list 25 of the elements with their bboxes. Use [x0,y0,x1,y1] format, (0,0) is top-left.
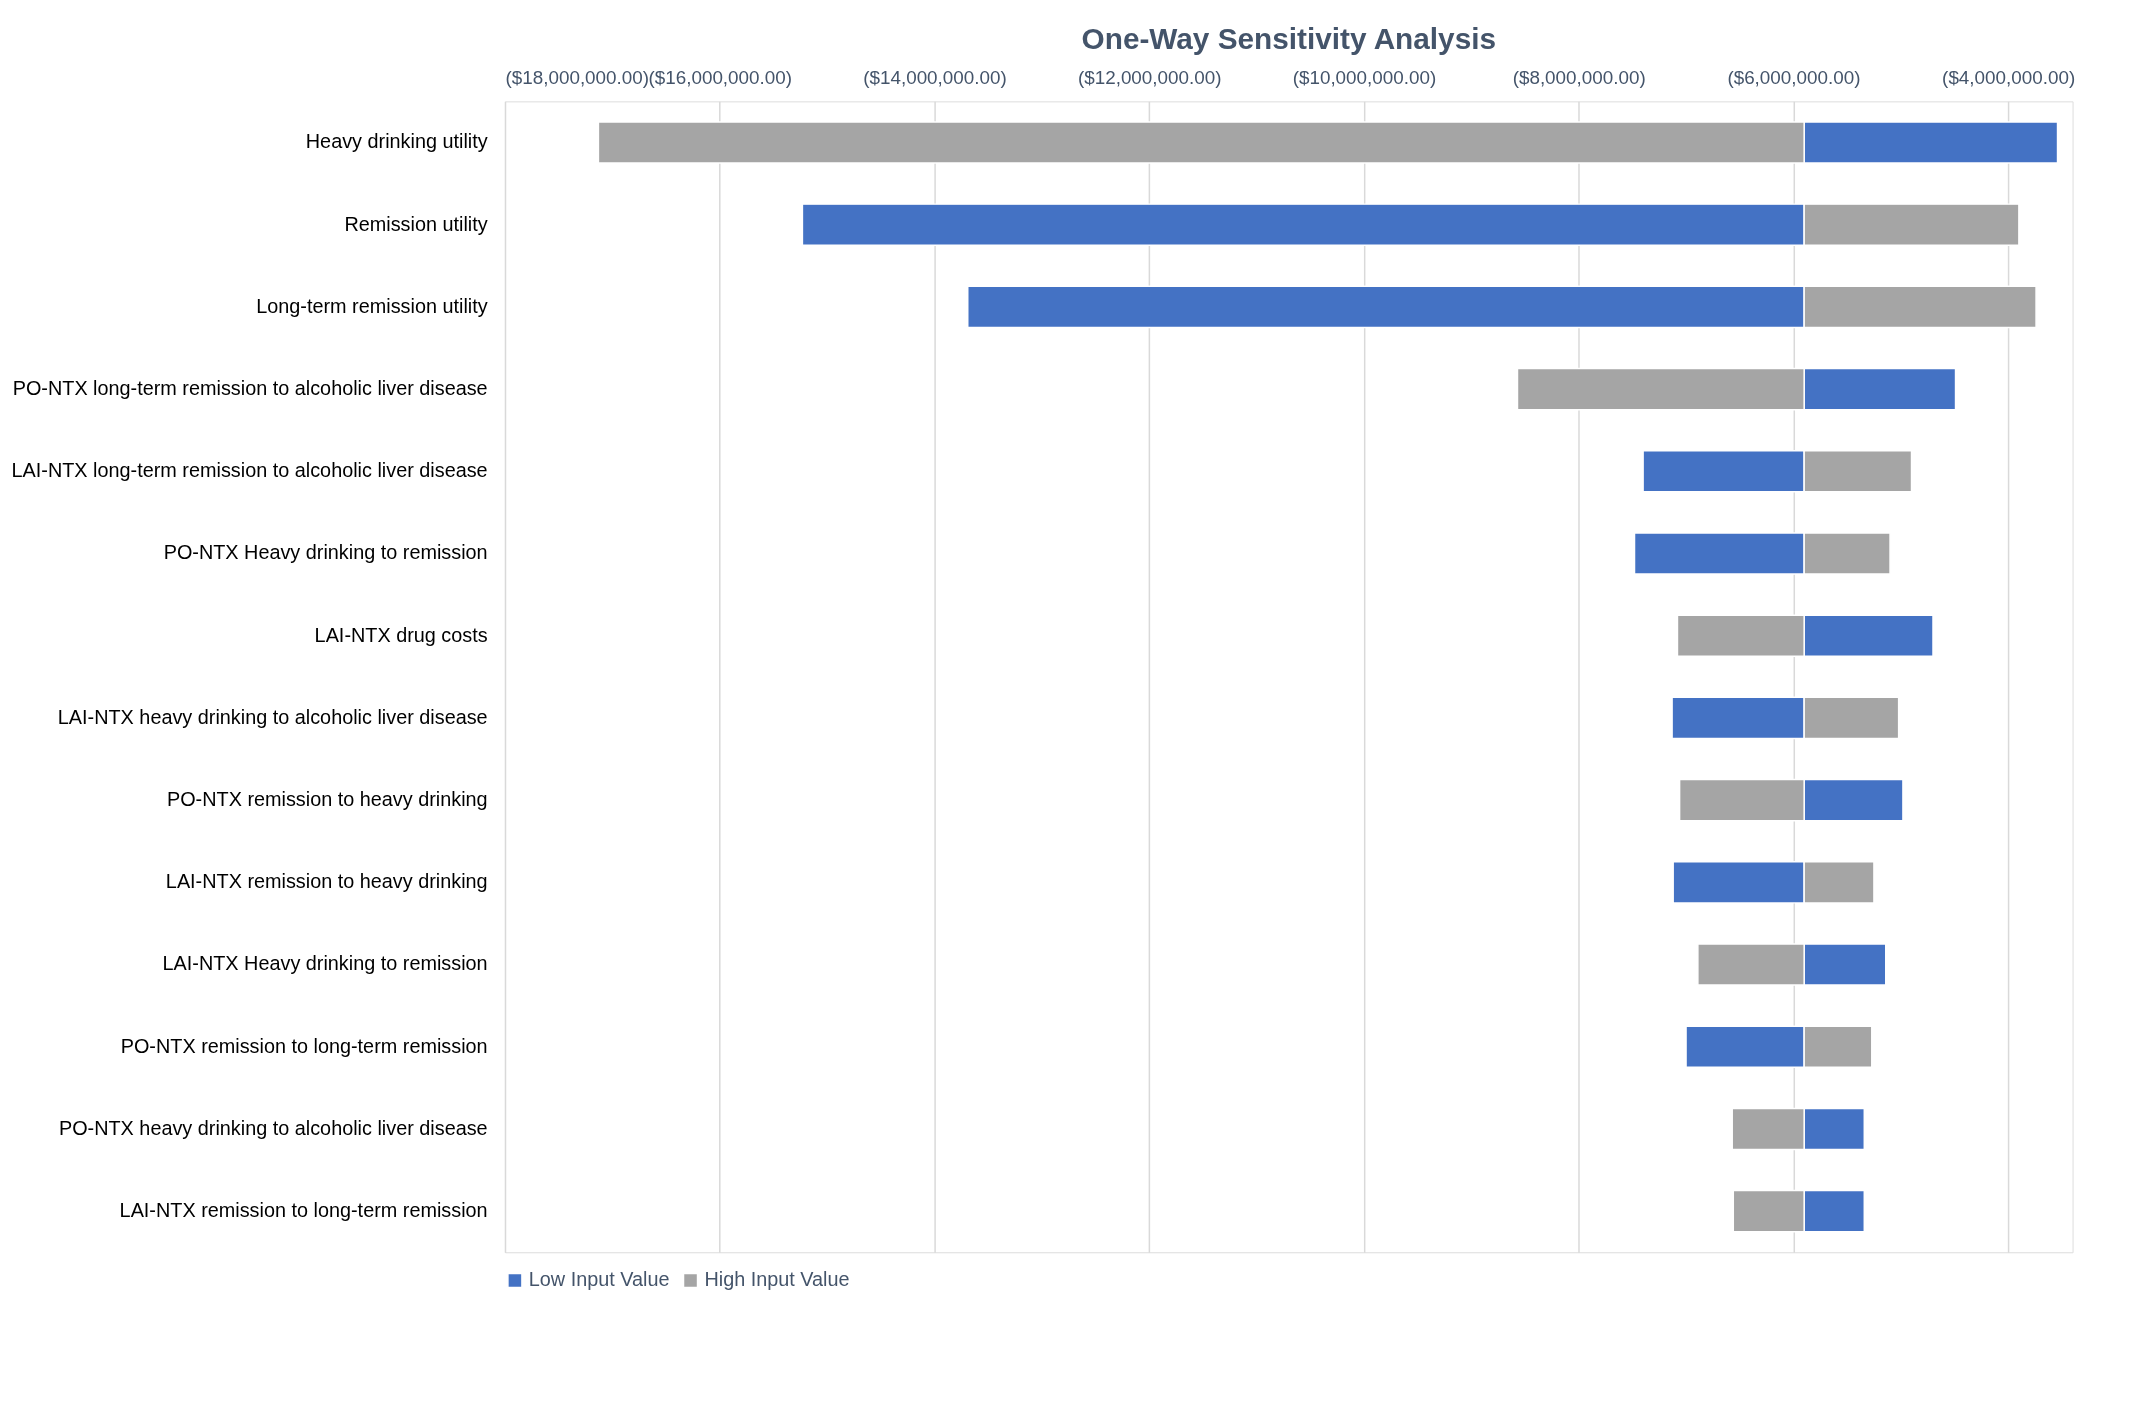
y-tick-label: PO-NTX long-term remission to alcoholic liver disease [12,377,488,400]
legend-label: Low Input Value [528,1268,670,1291]
y-tick-label: PO-NTX heavy drinking to alcoholic liver disease [58,1116,488,1139]
y-tick-label: LAI-NTX heavy drinking to alcoholic liver disease [57,705,488,728]
y-tick-label: LAI-NTX remission to heavy drinking [165,870,488,893]
y-tick-label: PO-NTX Heavy drinking to remission [163,541,488,564]
legend-label: High Input Value [704,1268,850,1291]
x-tick-label: ($12,000,000.00) [1077,67,1222,89]
chart-title: One-Way Sensitivity Analysis [1081,21,1496,55]
y-tick-label: LAI-NTX drug costs [314,623,488,646]
y-tick-label: PO-NTX remission to heavy drinking [166,788,488,811]
y-tick-label: PO-NTX remission to long-term remission [120,1034,488,1057]
y-tick-label: LAI-NTX long-term remission to alcoholic liver disease [11,459,488,482]
x-tick-label: ($4,000,000.00) [1942,67,2076,89]
x-tick-label: ($14,000,000.00) [863,67,1007,89]
x-tick-label: ($10,000,000.00) [1292,67,1437,89]
y-tick-label: Remission utility [344,212,488,235]
y-tick-label: LAI-NTX remission to long-term remission [119,1199,488,1222]
x-tick-label: ($8,000,000.00) [1512,67,1646,89]
y-tick-label: Heavy drinking utility [305,130,488,153]
x-tick-label: ($18,000,000.00) [505,67,650,89]
y-tick-label: Long-term remission utility [256,294,488,317]
x-tick-label: ($16,000,000.00) [648,67,792,89]
y-tick-label: LAI-NTX Heavy drinking to remission [162,952,488,975]
x-tick-label: ($6,000,000.00) [1727,67,1861,89]
